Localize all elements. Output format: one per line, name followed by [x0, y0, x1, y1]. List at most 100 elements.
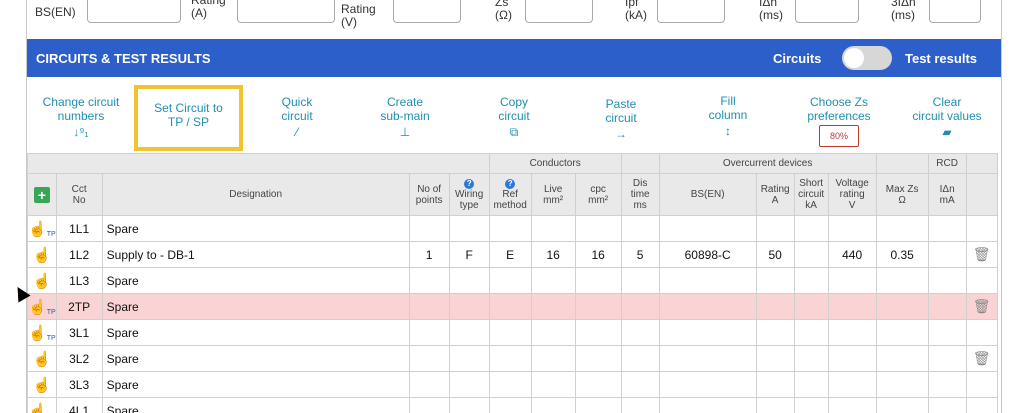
clear-circuit-values-button[interactable]: Clear circuit values ▰ — [895, 95, 999, 139]
cell-ref[interactable]: E — [488, 241, 532, 268]
cell-bsen[interactable] — [658, 267, 757, 294]
cell-designation[interactable]: Spare — [101, 345, 410, 372]
rating-a-input[interactable] — [237, 0, 335, 23]
cell-maxzs[interactable] — [875, 397, 929, 413]
cell-idn[interactable] — [927, 371, 967, 398]
table-row[interactable]: ☝TP 1L1 Spare — [27, 215, 998, 242]
cell-short[interactable] — [793, 319, 829, 346]
cell-live[interactable] — [530, 371, 576, 398]
cell-wiring[interactable] — [448, 215, 490, 242]
cell-idn[interactable] — [927, 319, 967, 346]
cell-live[interactable] — [530, 397, 576, 413]
cell-bsen[interactable] — [658, 293, 757, 320]
cell-voltage[interactable] — [827, 371, 877, 398]
cell-ref[interactable] — [488, 397, 532, 413]
cell-bsen[interactable]: 60898-C — [658, 241, 757, 268]
delete-circuit-icon[interactable]: 🗑 — [972, 350, 991, 366]
cell-points[interactable] — [408, 215, 450, 242]
select-hand-icon[interactable]: ☝ — [32, 272, 52, 290]
cell-dis[interactable]: 5 — [620, 241, 660, 268]
cell-idn[interactable] — [927, 397, 967, 413]
cell-dis[interactable] — [620, 319, 660, 346]
view-toggle[interactable] — [842, 46, 892, 70]
cell-wiring[interactable] — [448, 267, 490, 294]
copy-circuit-button[interactable]: Copy circuit ⧉ — [479, 95, 549, 139]
cell-ref[interactable] — [488, 371, 532, 398]
cell-points[interactable]: 1 — [408, 241, 450, 268]
cell-rating[interactable] — [755, 345, 795, 372]
cell-live[interactable]: 16 — [530, 241, 576, 268]
ipf-input[interactable] — [657, 0, 725, 23]
select-hand-icon[interactable]: ☝ — [28, 220, 47, 238]
cell-voltage[interactable] — [827, 267, 877, 294]
cell-dis[interactable] — [620, 397, 660, 413]
cell-ref[interactable] — [488, 293, 532, 320]
create-submain-button[interactable]: Create sub-main ⊥ — [365, 95, 445, 139]
table-row[interactable]: ☝ 1L3 Spare — [27, 267, 998, 294]
bsen-input[interactable] — [87, 0, 181, 23]
cell-designation[interactable]: Spare — [101, 215, 410, 242]
cell-live[interactable] — [530, 267, 576, 294]
cell-short[interactable] — [793, 345, 829, 372]
cell-live[interactable] — [530, 215, 576, 242]
table-row[interactable]: ☝TP 3L1 Spare — [27, 319, 998, 346]
quick-circuit-button[interactable]: Quick circuit ⁄ — [259, 95, 335, 139]
cell-cpc[interactable]: 16 — [574, 241, 622, 268]
cell-short[interactable] — [793, 241, 829, 268]
cell-idn[interactable] — [927, 241, 967, 268]
cell-wiring[interactable]: F — [448, 241, 490, 268]
set-circuit-tp-sp-button[interactable]: Set Circuit to TP / SP — [134, 85, 243, 151]
table-row[interactable]: ☝ 3L2 Spare 🗑 — [27, 345, 998, 372]
fill-column-button[interactable]: Fill column ↕ — [693, 94, 763, 138]
cell-designation[interactable]: Spare — [101, 293, 410, 320]
cell-idn[interactable] — [927, 293, 967, 320]
cell-short[interactable] — [793, 215, 829, 242]
cell-idn[interactable] — [927, 267, 967, 294]
cell-maxzs[interactable] — [875, 319, 929, 346]
cell-ref[interactable] — [488, 267, 532, 294]
cell-maxzs[interactable] — [875, 293, 929, 320]
idn-ms-input[interactable] — [795, 0, 859, 23]
select-hand-icon[interactable]: ☝ — [32, 376, 52, 394]
cell-rating[interactable] — [755, 215, 795, 242]
select-hand-icon[interactable]: ☝ — [28, 402, 47, 413]
rating-v-input[interactable] — [393, 0, 461, 23]
3idn-ms-input[interactable] — [929, 0, 981, 23]
cell-wiring[interactable] — [448, 397, 490, 413]
cell-cpc[interactable] — [574, 397, 622, 413]
select-hand-icon[interactable]: ☝ — [32, 246, 52, 264]
cell-dis[interactable] — [620, 215, 660, 242]
cell-points[interactable] — [408, 397, 450, 413]
cell-voltage[interactable] — [827, 397, 877, 413]
cell-points[interactable] — [408, 345, 450, 372]
table-row[interactable]: ☝TP4L1Spare — [27, 397, 998, 413]
help-icon[interactable]: ? — [505, 179, 516, 189]
cell-live[interactable] — [530, 319, 576, 346]
cell-designation[interactable]: Spare — [101, 397, 410, 413]
cell-live[interactable] — [530, 293, 576, 320]
cell-voltage[interactable]: 440 — [827, 241, 877, 268]
select-hand-icon[interactable]: ☝ — [28, 298, 47, 316]
cell-cpc[interactable] — [574, 345, 622, 372]
cell-designation[interactable]: Supply to - DB-1 — [101, 241, 410, 268]
cell-rating[interactable] — [755, 267, 795, 294]
add-circuit-button[interactable]: + — [33, 186, 50, 203]
cell-cpc[interactable] — [574, 319, 622, 346]
select-hand-icon[interactable]: ☝ — [32, 350, 52, 368]
cell-voltage[interactable] — [827, 293, 877, 320]
cell-points[interactable] — [408, 319, 450, 346]
cell-maxzs[interactable] — [875, 345, 929, 372]
cell-ref[interactable] — [488, 345, 532, 372]
delete-circuit-icon[interactable]: 🗑 — [972, 246, 991, 262]
delete-circuit-icon[interactable]: 🗑 — [972, 298, 991, 314]
cell-live[interactable] — [530, 345, 576, 372]
cell-dis[interactable] — [620, 293, 660, 320]
cell-short[interactable] — [793, 293, 829, 320]
help-icon[interactable]: ? — [464, 179, 475, 189]
choose-zs-preferences-button[interactable]: Choose Zs preferences 80% — [797, 95, 881, 147]
cell-voltage[interactable] — [827, 215, 877, 242]
cell-bsen[interactable] — [658, 371, 757, 398]
cell-designation[interactable]: Spare — [101, 267, 410, 294]
cell-rating[interactable] — [755, 319, 795, 346]
table-row[interactable]: ☝ 1L2 Supply to - DB-1 1 F E 16 16 5 60898-C 50 440… — [27, 241, 998, 268]
